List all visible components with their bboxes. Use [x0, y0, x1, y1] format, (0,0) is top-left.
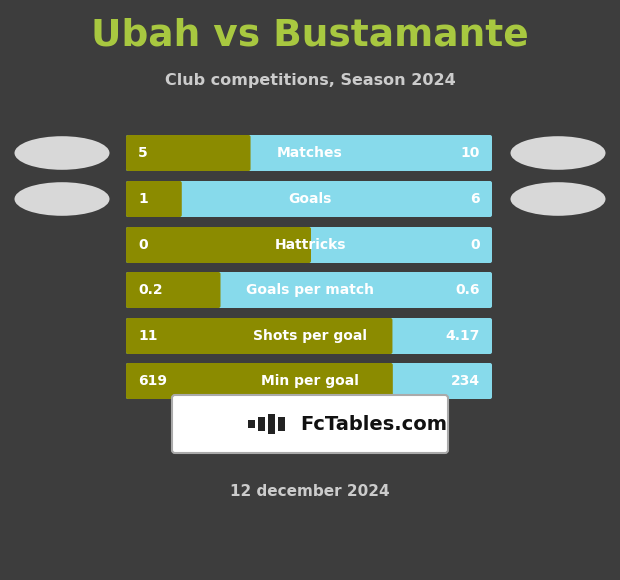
Text: 619: 619: [138, 374, 167, 388]
FancyBboxPatch shape: [126, 227, 492, 263]
FancyBboxPatch shape: [126, 181, 492, 217]
Text: 0.6: 0.6: [456, 283, 480, 297]
Text: 1: 1: [138, 192, 148, 206]
Text: 11: 11: [138, 329, 157, 343]
FancyBboxPatch shape: [126, 227, 311, 263]
Text: Matches: Matches: [277, 146, 343, 160]
Text: Shots per goal: Shots per goal: [253, 329, 367, 343]
Text: Ubah vs Bustamante: Ubah vs Bustamante: [91, 17, 529, 53]
Ellipse shape: [510, 136, 606, 170]
FancyBboxPatch shape: [126, 363, 393, 399]
Text: Min per goal: Min per goal: [261, 374, 359, 388]
FancyBboxPatch shape: [126, 181, 182, 217]
Text: Goals per match: Goals per match: [246, 283, 374, 297]
Text: Hattricks: Hattricks: [274, 238, 346, 252]
Text: 234: 234: [451, 374, 480, 388]
FancyBboxPatch shape: [126, 318, 392, 354]
Text: Goals: Goals: [288, 192, 332, 206]
Text: 6: 6: [471, 192, 480, 206]
Text: 0: 0: [138, 238, 148, 252]
Ellipse shape: [14, 136, 110, 170]
Ellipse shape: [510, 182, 606, 216]
FancyBboxPatch shape: [258, 417, 265, 431]
FancyBboxPatch shape: [248, 420, 255, 428]
FancyBboxPatch shape: [268, 414, 275, 434]
Text: Club competitions, Season 2024: Club competitions, Season 2024: [165, 72, 455, 88]
Text: FcTables.com: FcTables.com: [300, 415, 447, 433]
Text: 10: 10: [461, 146, 480, 160]
FancyBboxPatch shape: [126, 135, 250, 171]
Text: 4.17: 4.17: [446, 329, 480, 343]
Text: 0: 0: [471, 238, 480, 252]
Text: 12 december 2024: 12 december 2024: [230, 484, 390, 499]
FancyBboxPatch shape: [126, 272, 492, 308]
FancyBboxPatch shape: [126, 318, 492, 354]
Text: 5: 5: [138, 146, 148, 160]
Ellipse shape: [14, 182, 110, 216]
FancyBboxPatch shape: [126, 135, 492, 171]
FancyBboxPatch shape: [126, 272, 221, 308]
Text: 0.2: 0.2: [138, 283, 162, 297]
FancyBboxPatch shape: [278, 417, 285, 431]
FancyBboxPatch shape: [172, 395, 448, 453]
FancyBboxPatch shape: [126, 363, 492, 399]
